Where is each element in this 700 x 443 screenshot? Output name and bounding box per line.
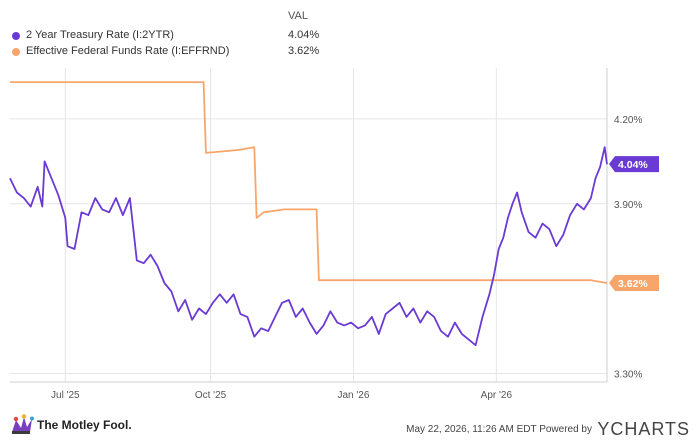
ycharts-logo[interactable]: YCHARTS	[597, 419, 690, 440]
x-tick-label-2: Jan '26	[337, 390, 369, 401]
x-tick-label-0: Jul '25	[51, 390, 80, 401]
y-tick-label-1: 3.90%	[614, 200, 642, 211]
series-line-0	[9, 146, 608, 347]
legend-value-fedfunds: 3.62%	[288, 45, 320, 57]
motley-fool-logo: The Motley Fool.	[10, 414, 132, 436]
end-value-label-1: 3.62%	[618, 278, 648, 290]
legend-name-fedfunds: Effective Federal Funds Rate (I:EFFRND)	[26, 45, 230, 57]
end-value-flag-1	[609, 274, 659, 291]
chart-timestamp: May 22, 2026, 11:26 AM EDT Powered by	[406, 424, 592, 435]
timestamp-text: May 22, 2026, 11:26 AM EDT	[406, 424, 537, 435]
legend-value-header: VAL	[288, 10, 308, 22]
end-value-label-0: 4.04%	[618, 159, 648, 171]
x-tick-label-1: Oct '25	[195, 390, 227, 401]
y-tick-label-0: 4.20%	[614, 115, 642, 126]
legend-dot-fedfunds	[12, 48, 20, 56]
x-tick-label-3: Apr '26	[481, 390, 513, 401]
jester-hat-icon	[12, 414, 34, 434]
powered-by-text: Powered by	[539, 424, 592, 435]
end-value-flag-0	[609, 156, 659, 173]
legend-dot-treasury	[12, 32, 20, 40]
legend-name-treasury: 2 Year Treasury Rate (I:2YTR)	[26, 29, 174, 41]
y-tick-label-2: 3.30%	[614, 370, 642, 381]
legend-item-fedfunds[interactable]: Effective Federal Funds Rate (I:EFFRND) …	[10, 45, 330, 61]
brand-name: The Motley Fool.	[37, 418, 132, 432]
ycharts-wordmark: YCHARTS	[597, 419, 690, 439]
legend-item-treasury[interactable]: 2 Year Treasury Rate (I:2YTR) 4.04%	[10, 29, 330, 45]
series-line-1	[10, 81, 608, 284]
legend-value-treasury: 4.04%	[288, 29, 320, 41]
